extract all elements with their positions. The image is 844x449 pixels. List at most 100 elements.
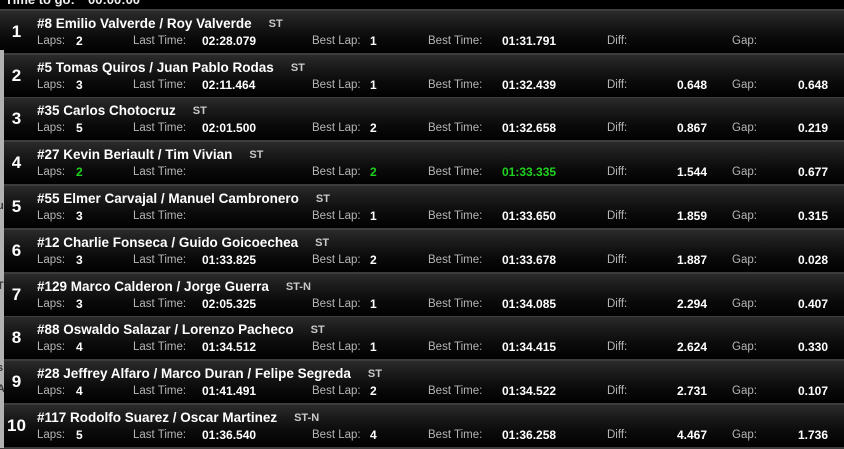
laps-value: 4 xyxy=(76,340,83,355)
best-time-value: 01:34.085 xyxy=(502,296,557,311)
last-time-value: 02:11.464 xyxy=(202,77,256,92)
best-time-label: Best Time: xyxy=(428,253,483,266)
best-time-value: 01:34.415 xyxy=(502,340,557,355)
gap-value: 0.315 xyxy=(797,208,828,223)
driver-names: #8 Emilio Valverde / Roy Valverde xyxy=(37,15,252,31)
class-badge: ST xyxy=(192,105,207,118)
best-time-value: 01:33.650 xyxy=(502,208,557,223)
diff-value: 1.887 xyxy=(676,252,707,267)
best-time-label: Best Time: xyxy=(428,122,483,135)
laps-value: 3 xyxy=(76,208,83,223)
best-lap-value: 2 xyxy=(370,165,377,180)
standings-row-5[interactable]: 5 #55 Elmer Carvajal / Manuel Cambronero… xyxy=(0,185,844,228)
laps-label: Laps: xyxy=(37,253,66,266)
best-lap-label: Best Lap: xyxy=(312,253,361,266)
clipped-text-fragment: u xyxy=(0,200,4,212)
position-number: 2 xyxy=(11,65,22,85)
last-time-value: 01:36.540 xyxy=(202,427,257,442)
best-lap-value: 1 xyxy=(370,33,377,48)
diff-value: 2.731 xyxy=(676,384,707,399)
position-number: 6 xyxy=(11,240,22,260)
best-lap-value: 1 xyxy=(370,340,377,355)
standings-row-6[interactable]: 6 #12 Charlie Fonseca / Guido Goicoechea… xyxy=(0,229,844,272)
best-time-label: Best Time: xyxy=(428,78,483,91)
last-time-label: Last Time: xyxy=(133,341,187,354)
standings-row-2[interactable]: 2 #5 Tomas Quiros / Juan Pablo Rodas ST L… xyxy=(0,54,844,97)
best-time-value: 01:36.258 xyxy=(502,427,557,442)
best-lap-value: 2 xyxy=(370,384,377,399)
position-number: 9 xyxy=(11,372,22,392)
gap-label: Gap: xyxy=(732,78,757,91)
last-time-label: Last Time: xyxy=(133,34,187,47)
background-window-edge: u T s A xyxy=(0,50,4,448)
best-time-value: 01:33.335 xyxy=(502,165,557,180)
laps-label: Laps: xyxy=(37,122,66,135)
gap-value: 0.407 xyxy=(797,296,828,311)
best-time-label: Best Time: xyxy=(428,166,483,179)
last-time-value: 01:33.825 xyxy=(202,252,257,267)
laps-label: Laps: xyxy=(37,385,66,398)
diff-label: Diff: xyxy=(607,341,628,354)
class-badge: ST xyxy=(315,236,330,249)
standings-row-1[interactable]: 1 #8 Emilio Valverde / Roy Valverde ST La… xyxy=(0,10,844,53)
last-time-value: 02:01.500 xyxy=(202,121,257,136)
laps-label: Laps: xyxy=(37,297,66,310)
standings-row-7[interactable]: 7 #129 Marco Calderon / Jorge Guerra ST-N… xyxy=(0,273,844,316)
position-number: 3 xyxy=(11,109,22,129)
best-time-value: 01:33.678 xyxy=(502,252,557,267)
class-badge: ST xyxy=(367,368,382,381)
driver-names: #28 Jeffrey Alfaro / Marco Duran / Felip… xyxy=(37,366,351,382)
best-lap-label: Best Lap: xyxy=(312,78,361,91)
best-lap-label: Best Lap: xyxy=(312,166,361,179)
laps-value: 5 xyxy=(76,121,83,136)
best-lap-label: Best Lap: xyxy=(312,122,361,135)
standings-row-4[interactable]: 4 #27 Kevin Beriault / Tim Vivian ST Laps… xyxy=(0,142,844,185)
driver-names: #55 Elmer Carvajal / Manuel Cambronero xyxy=(37,190,299,206)
laps-value: 3 xyxy=(76,77,83,92)
class-badge: ST xyxy=(249,149,264,162)
standings-row-10[interactable]: 10 #117 Rodolfo Suarez / Oscar Martinez S… xyxy=(0,404,844,447)
diff-label: Diff: xyxy=(607,297,628,310)
best-lap-label: Best Lap: xyxy=(312,428,361,441)
last-time-label: Last Time: xyxy=(133,385,187,398)
best-time-label: Best Time: xyxy=(428,341,483,354)
laps-value: 5 xyxy=(76,427,83,442)
gap-label: Gap: xyxy=(732,122,757,135)
driver-names: #117 Rodolfo Suarez / Oscar Martinez xyxy=(37,409,278,425)
position-number: 4 xyxy=(11,153,22,173)
driver-names: #27 Kevin Beriault / Tim Vivian xyxy=(37,147,233,163)
laps-label: Laps: xyxy=(37,209,66,222)
laps-value: 3 xyxy=(76,296,83,311)
diff-value: 0.867 xyxy=(676,121,707,136)
class-badge: ST xyxy=(315,192,330,205)
gap-label: Gap: xyxy=(732,209,757,222)
gap-value: 0.219 xyxy=(797,121,828,136)
diff-value: 4.467 xyxy=(676,427,707,442)
last-time-value: 02:05.325 xyxy=(202,296,257,311)
class-badge: ST-N xyxy=(294,411,320,424)
position-number: 8 xyxy=(11,328,22,348)
laps-label: Laps: xyxy=(37,166,66,179)
best-lap-label: Best Lap: xyxy=(312,341,361,354)
gap-value: 0.028 xyxy=(797,252,828,267)
last-time-label: Last Time: xyxy=(133,122,187,135)
standings-row-8[interactable]: 8 #88 Oswaldo Salazar / Lorenzo Pacheco S… xyxy=(0,317,844,360)
driver-names: #5 Tomas Quiros / Juan Pablo Rodas xyxy=(37,59,274,75)
best-time-value: 01:34.522 xyxy=(502,384,557,399)
position-number: 1 xyxy=(11,21,22,41)
time-to-go-value: 00:00:00 xyxy=(88,0,140,7)
best-lap-value: 1 xyxy=(370,296,377,311)
diff-label: Diff: xyxy=(607,78,628,91)
gap-label: Gap: xyxy=(732,166,757,179)
best-time-label: Best Time: xyxy=(428,385,483,398)
laps-label: Laps: xyxy=(37,341,66,354)
best-time-label: Best Time: xyxy=(428,209,483,222)
last-time-label: Last Time: xyxy=(133,209,187,222)
gap-value: 0.648 xyxy=(797,77,828,92)
diff-label: Diff: xyxy=(607,253,628,266)
standings-row-3[interactable]: 3 #35 Carlos Chotocruz ST Laps: 5 Last Ti… xyxy=(0,98,844,141)
position-number: 5 xyxy=(11,196,22,216)
standings-row-9[interactable]: 9 #28 Jeffrey Alfaro / Marco Duran / Fel… xyxy=(0,361,844,404)
last-time-value: 01:34.512 xyxy=(202,340,257,355)
diff-label: Diff: xyxy=(607,122,628,135)
